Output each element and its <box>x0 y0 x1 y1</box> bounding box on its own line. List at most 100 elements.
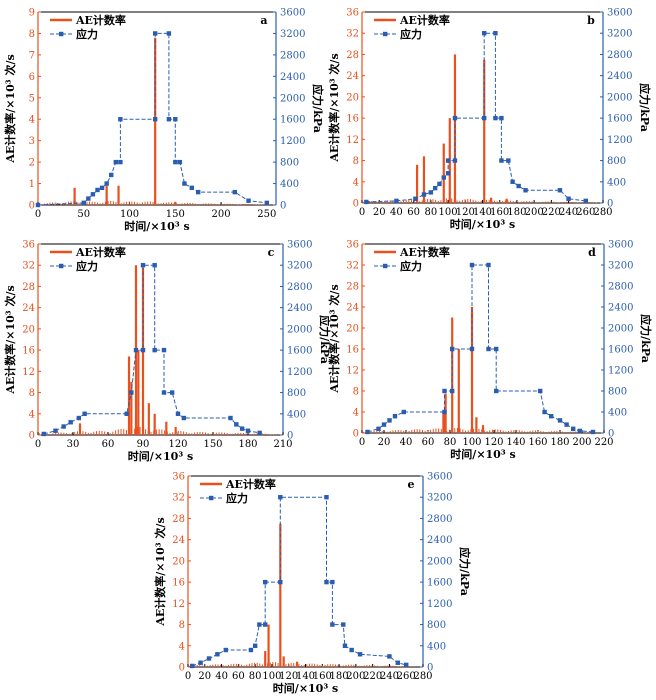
stress-line <box>43 264 260 435</box>
stress-marker <box>494 388 499 394</box>
stress-marker <box>189 185 194 191</box>
stress-marker <box>516 183 521 189</box>
legend-stress-label: 应力 <box>76 27 98 41</box>
stress-marker <box>161 347 167 353</box>
left-y-tick-label: 28 <box>172 514 185 525</box>
legend-stress-marker <box>209 495 214 501</box>
stress-marker <box>365 429 370 435</box>
panel-label: b <box>587 14 595 27</box>
legend-stress-marker <box>59 31 64 37</box>
stress-marker <box>239 426 245 431</box>
right-y-tick-label: 2800 <box>608 282 633 293</box>
x-tick-label: 120 <box>168 439 187 450</box>
x-tick-label: 100 <box>120 209 139 220</box>
left-y-axis-title: AE计数率/×10³ 次/s <box>3 285 17 394</box>
stress-marker <box>381 422 387 427</box>
stress-marker <box>324 495 329 500</box>
panel-label: a <box>260 14 267 27</box>
x-tick-label: 260 <box>397 671 416 682</box>
stress-marker <box>395 660 401 665</box>
stress-marker <box>486 346 491 352</box>
stress-marker <box>590 429 596 435</box>
stress-marker <box>152 347 157 353</box>
right-y-axis-title: 应力/kPa <box>458 547 472 596</box>
stress-marker <box>357 652 363 657</box>
ae-spike <box>415 164 419 203</box>
x-tick-label: 240 <box>380 671 399 682</box>
left-y-tick-label: 2 <box>29 158 35 169</box>
x-tick-label: 200 <box>572 437 591 448</box>
right-y-tick-label: 1600 <box>427 578 452 589</box>
legend-stress-label: 应力 <box>400 259 422 273</box>
left-y-tick-label: 12 <box>346 366 359 377</box>
left-y-tick-label: 24 <box>172 535 185 546</box>
stress-marker <box>228 415 233 421</box>
x-tick-label: 50 <box>77 209 90 220</box>
left-y-tick-label: 36 <box>346 8 359 19</box>
stress-marker <box>232 189 238 195</box>
x-tick-label: 30 <box>67 439 80 450</box>
ae-spike <box>153 413 156 435</box>
x-tick-label: 120 <box>456 207 475 218</box>
right-y-tick-label: 2000 <box>287 324 312 335</box>
left-y-tick-label: 8 <box>179 620 185 631</box>
right-y-tick-label: 800 <box>608 387 627 398</box>
left-y-axis-title: AE计数率/×10³ 次/s <box>327 284 341 393</box>
right-y-axis-title: 应力/kPa <box>311 84 325 133</box>
legend-ae-label: AE计数率 <box>75 13 126 27</box>
right-y-tick-label: 1200 <box>607 135 632 146</box>
x-axis-title: 时间/×10³ s <box>128 449 193 463</box>
left-y-tick-label: 28 <box>346 50 359 61</box>
x-tick-label: 90 <box>137 439 150 450</box>
stress-marker <box>341 622 346 627</box>
right-y-tick-label: 2000 <box>427 556 452 567</box>
legend-ae-label: AE计数率 <box>225 477 276 491</box>
ae-spike <box>130 381 133 435</box>
right-y-tick-label: 2400 <box>287 303 312 314</box>
x-tick-label: 100 <box>262 671 281 682</box>
ae-spike <box>442 143 445 203</box>
ae-spike <box>165 421 168 435</box>
stress-marker <box>494 346 499 352</box>
left-y-tick-label: 0 <box>29 201 35 212</box>
stress-marker <box>124 411 129 416</box>
right-y-axis-title: 应力/kPa <box>318 315 332 364</box>
left-y-tick-label: 8 <box>29 388 35 399</box>
x-tick-label: 150 <box>166 209 185 220</box>
stress-marker <box>428 190 434 195</box>
ae-spike <box>296 661 299 667</box>
x-tick-label: 200 <box>346 671 365 682</box>
stress-line <box>367 264 594 433</box>
legend-stress-label: 应力 <box>400 27 422 41</box>
ae-spike <box>505 198 508 203</box>
ae-spike <box>127 356 131 435</box>
right-y-tick-label: 1200 <box>608 366 633 377</box>
ae-spike <box>105 185 108 205</box>
right-y-tick-label: 3200 <box>287 261 312 272</box>
x-tick-label: 20 <box>373 207 386 218</box>
left-y-tick-label: 16 <box>22 346 35 357</box>
x-tick-label: 250 <box>257 209 276 220</box>
left-y-tick-label: 4 <box>353 408 359 419</box>
stress-marker <box>177 159 183 165</box>
x-tick-label: 60 <box>102 439 115 450</box>
stress-marker <box>133 347 139 353</box>
stress-marker <box>364 199 369 205</box>
stress-marker <box>452 158 458 163</box>
stress-marker <box>376 426 381 431</box>
ae-spike <box>117 185 120 205</box>
stress-marker <box>245 428 251 433</box>
ae-spike <box>470 307 474 433</box>
stress-marker <box>166 117 172 122</box>
legend-stress-label: 应力 <box>226 491 248 505</box>
left-y-tick-label: 8 <box>29 29 35 40</box>
ae-spike <box>174 427 177 435</box>
stress-marker <box>330 579 335 585</box>
stress-marker <box>99 185 105 191</box>
ae-spike <box>475 417 478 433</box>
stress-marker <box>181 415 187 421</box>
stress-marker <box>469 262 475 268</box>
left-y-tick-label: 12 <box>346 135 359 146</box>
left-y-tick-label: 1 <box>29 179 35 190</box>
stress-marker <box>564 422 569 427</box>
